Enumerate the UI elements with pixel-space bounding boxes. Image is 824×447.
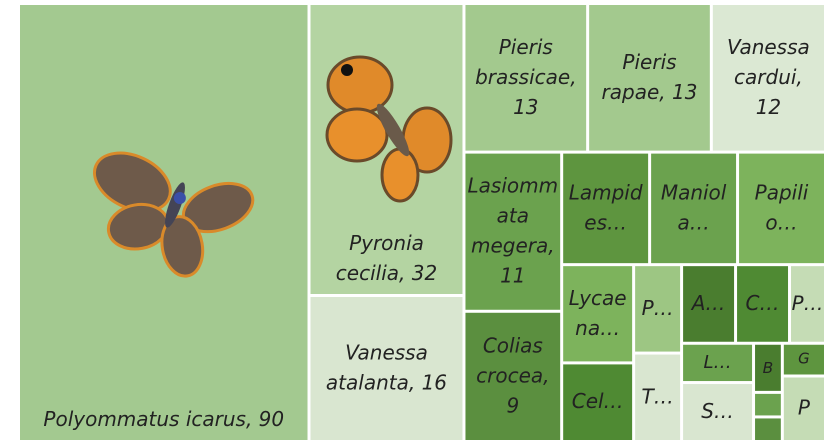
label-line: 13: [513, 94, 538, 118]
tile: [783, 344, 824, 375]
tile: [310, 297, 463, 440]
tile-label: P…: [642, 295, 674, 319]
label-line: Lampid: [569, 180, 643, 204]
label-line: Vanessa: [727, 34, 810, 58]
tile-label: Polyommatus icarus, 90: [43, 407, 284, 431]
tile-label: L…: [703, 352, 731, 373]
label-line: atalanta, 16: [326, 370, 447, 394]
tile: [739, 153, 824, 264]
label-line: Pyronia: [349, 231, 424, 255]
label-line: T…: [642, 384, 674, 408]
tile: [755, 393, 781, 416]
tile-label: Pieris rapae, 13: [602, 49, 698, 103]
label-line: P…: [792, 291, 824, 314]
tile: [465, 5, 587, 151]
tiles: Polyommatus icarus, 90 Pyronia cecilia, 32…: [20, 5, 824, 440]
tile-label: Cel…: [572, 389, 624, 413]
tile: [737, 266, 789, 342]
tile-label: Maniol a…: [661, 180, 727, 234]
butterfly-icarus: [92, 151, 255, 278]
tile: [563, 266, 633, 362]
label-line: L…: [703, 352, 731, 373]
tile: [755, 344, 781, 391]
label-line: Colias: [483, 333, 543, 357]
tile: [563, 364, 633, 440]
label-line: cecilia, 32: [336, 261, 437, 285]
label-line: S…: [701, 399, 734, 423]
label-line: es…: [584, 210, 627, 234]
tile: [683, 384, 753, 440]
tile-label: C…: [746, 290, 780, 314]
label-line: P…: [642, 295, 674, 319]
label-line: o…: [765, 210, 797, 234]
tile: [755, 418, 781, 440]
label-line: megera,: [471, 233, 555, 257]
tile-label: Lampid es…: [569, 180, 643, 234]
label-line: C…: [746, 290, 780, 314]
label-line: Maniol: [661, 180, 727, 204]
tile: [683, 266, 735, 342]
tile-label: Pyronia cecilia, 32: [336, 231, 437, 285]
label-line: 9: [506, 393, 519, 417]
tile: [635, 266, 681, 352]
tile-label: Vanessa atalanta, 16: [326, 340, 447, 394]
tile-label: Pieris brassicae, 13: [475, 34, 576, 118]
tile: [712, 5, 824, 151]
label-line: Lycae: [569, 285, 627, 309]
tile: [465, 153, 561, 310]
tile: [465, 312, 561, 440]
tile-label: G: [798, 350, 810, 368]
tile: [683, 344, 753, 382]
label-line: 12: [756, 94, 781, 118]
label-line: Lasiomm: [468, 173, 559, 197]
label-line: na…: [575, 315, 620, 339]
label-line: B: [763, 358, 774, 376]
tile-label: P…: [792, 291, 824, 314]
tile-label: Lasiomm ata megera, 11: [468, 173, 559, 287]
label-line: Pieris: [622, 49, 676, 73]
label-line: a…: [677, 210, 709, 234]
label-line: Polyommatus icarus, 90: [43, 407, 284, 431]
tile-label: Papili o…: [755, 180, 809, 234]
label-line: 11: [500, 263, 525, 287]
tile-label: Lycae na…: [569, 285, 627, 339]
tile: [791, 266, 824, 342]
label-line: rapae, 13: [602, 79, 698, 103]
tile-label: P: [798, 395, 811, 419]
butterfly-pyronia: [325, 55, 453, 203]
label-line: cardui,: [734, 64, 803, 88]
label-line: Pieris: [499, 34, 553, 58]
tile: [589, 5, 710, 151]
label-line: Cel…: [572, 389, 624, 413]
tile-label: A…: [690, 290, 726, 314]
label-line: brassicae,: [475, 64, 576, 88]
tile: [783, 377, 824, 440]
tile-label: S…: [701, 399, 734, 423]
label-line: Vanessa: [345, 340, 428, 364]
tile-label: Vanessa cardui, 12: [727, 34, 810, 118]
tile: [563, 153, 649, 264]
label-line: crocea,: [476, 363, 549, 387]
tile-label: T…: [642, 384, 674, 408]
tile: [651, 153, 737, 264]
tile-label: Colias crocea, 9: [476, 333, 549, 417]
label-line: P: [798, 395, 811, 419]
label-line: ata: [497, 203, 529, 227]
label-line: G: [798, 350, 810, 368]
label-line: Papili: [755, 180, 809, 204]
label-line: A…: [690, 290, 726, 314]
tile: [635, 354, 681, 440]
tile-label: B: [763, 358, 774, 376]
